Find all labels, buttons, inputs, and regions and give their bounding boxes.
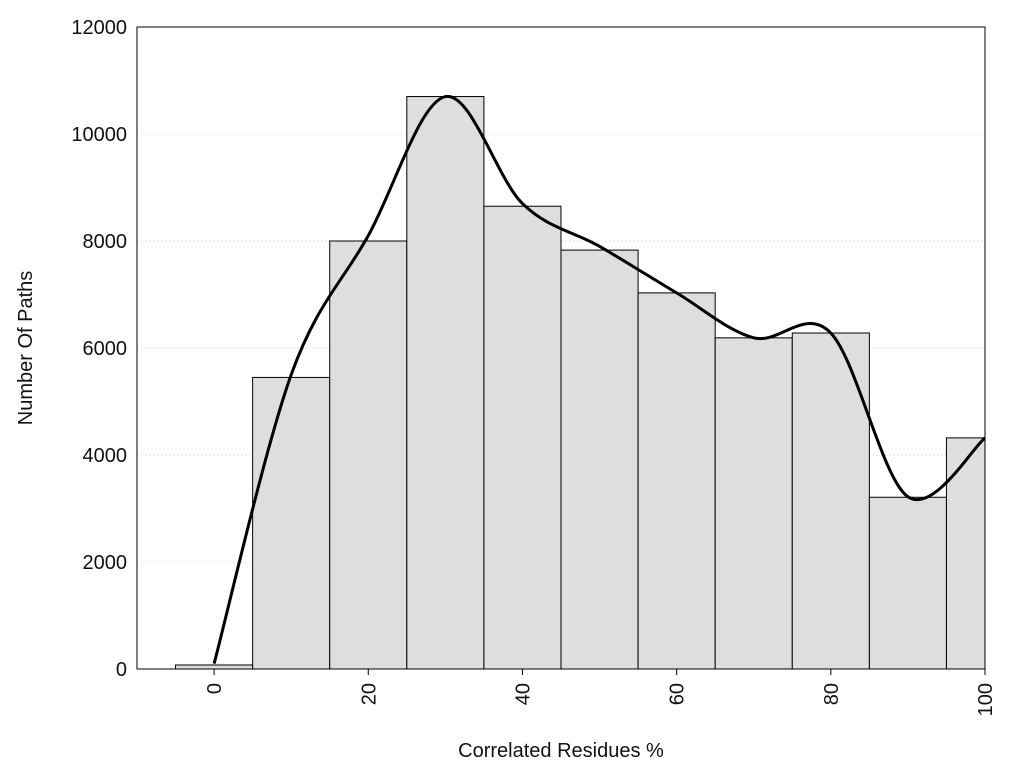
bar xyxy=(560,249,639,669)
x-tick-label: 80 xyxy=(821,683,843,705)
y-tick-label: 10000 xyxy=(71,124,127,146)
density-curve xyxy=(212,95,985,665)
y-tick-label: 12000 xyxy=(71,17,127,39)
x-tick-label: 0 xyxy=(204,683,226,694)
bar xyxy=(406,96,485,669)
bar xyxy=(252,376,331,669)
bar xyxy=(791,332,870,669)
x-tick-label: 20 xyxy=(358,683,380,705)
x-tick-label: 40 xyxy=(512,683,534,705)
x-axis-label: Correlated Residues % xyxy=(458,740,664,762)
y-tick-label: 4000 xyxy=(83,445,128,467)
x-tick-label: 100 xyxy=(975,683,997,716)
plot-frame xyxy=(136,26,986,670)
bar xyxy=(868,496,947,669)
bar xyxy=(175,664,254,669)
y-axis-label: Number Of Paths xyxy=(15,271,37,426)
bar xyxy=(483,205,562,669)
y-tick-label: 2000 xyxy=(83,552,128,574)
bar xyxy=(714,337,793,669)
y-tick-label: 0 xyxy=(116,659,127,681)
bar xyxy=(329,240,408,669)
y-tick-label: 8000 xyxy=(83,231,128,253)
y-tick-label: 6000 xyxy=(83,338,128,360)
x-tick-label: 60 xyxy=(667,683,689,705)
bar xyxy=(637,292,716,669)
plot-area xyxy=(175,95,985,669)
